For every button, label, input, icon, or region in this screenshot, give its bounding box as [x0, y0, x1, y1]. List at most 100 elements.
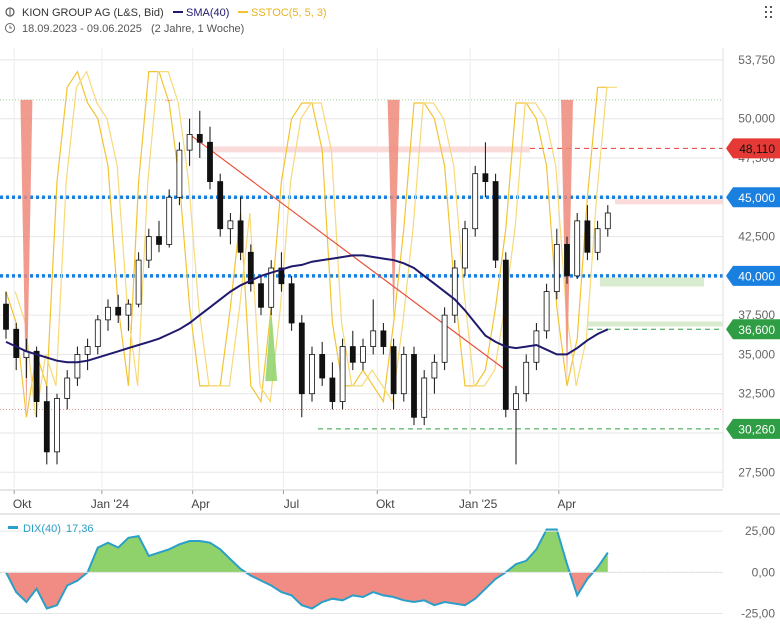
sstoc-line — [5, 70, 608, 418]
y-tick-label: 32,500 — [738, 387, 775, 401]
x-tick-label: Okt — [376, 497, 395, 511]
candle — [64, 370, 71, 410]
dix-tick-label: -25,00 — [741, 606, 775, 620]
level-badge-label: 45,000 — [738, 191, 775, 205]
dix-positive-area — [6, 529, 608, 573]
candle — [186, 118, 193, 166]
candle — [84, 338, 91, 371]
x-tick-label: Okt — [13, 497, 32, 511]
candle — [574, 213, 581, 279]
candle-body-down — [33, 350, 40, 402]
y-tick-label: 35,000 — [738, 347, 775, 361]
overbought-marker — [387, 99, 400, 321]
candle-body-up — [339, 346, 346, 402]
date-range: 18.09.2023 - 09.06.2025 — [22, 23, 142, 35]
candle — [513, 385, 519, 465]
candle — [523, 354, 530, 402]
candle — [594, 220, 601, 261]
candle — [482, 142, 489, 198]
candle — [135, 252, 142, 308]
candle-body-down — [411, 354, 417, 418]
dix-negative-area — [6, 572, 594, 609]
candle-body-up — [268, 267, 275, 308]
instrument-title: KION GROUP AG (L&S, Bid) — [22, 7, 164, 19]
sstoc-legend-label: SSTOC(5, 5, 3) — [251, 7, 327, 19]
resistance-zone — [615, 199, 723, 205]
candle — [451, 260, 458, 323]
dix-legend: DIX(40) 17,36 — [8, 523, 94, 535]
candle — [217, 173, 224, 237]
candle-body-up — [574, 220, 581, 277]
level-badge-bg — [726, 138, 780, 159]
candle-body-up — [227, 220, 234, 230]
candle — [360, 338, 366, 371]
candle-body-up — [54, 398, 60, 453]
clock-icon — [5, 23, 15, 33]
level-badge: 40,000 — [726, 265, 780, 286]
sstoc-signal-line — [14, 70, 617, 418]
candle-body-up — [186, 134, 193, 151]
level-badge: 36,600 — [726, 319, 780, 340]
plot-area — [0, 70, 723, 465]
candle-body-down — [258, 283, 264, 308]
candle-body-up — [421, 377, 428, 418]
sstoc-legend-swatch — [238, 11, 248, 13]
overbought-marker — [163, 99, 176, 101]
candle-body-up — [553, 244, 560, 292]
x-tick-label: Apr — [557, 497, 576, 511]
candle-body-down — [217, 181, 224, 230]
dix-legend-swatch — [8, 526, 18, 529]
level-badge: 48,110 — [726, 138, 780, 159]
candle — [329, 362, 336, 410]
candle-body-up — [451, 267, 458, 316]
candle — [115, 294, 122, 323]
x-axis: Okt Jan '24 Apr Jul Okt Jan '25 Apr — [0, 489, 723, 511]
candle-body-down — [115, 306, 122, 316]
candle-body-down — [584, 220, 591, 253]
candle — [176, 142, 183, 206]
candle-body-down — [207, 141, 213, 182]
candle-body-down — [390, 346, 397, 395]
candle — [492, 173, 499, 268]
x-tick-label: Jan '25 — [459, 497, 498, 511]
candle-body-up — [166, 196, 173, 245]
candle — [288, 275, 295, 331]
candle — [584, 205, 591, 261]
level-badge-label: 30,260 — [738, 422, 775, 436]
x-tick-label: Apr — [191, 497, 210, 511]
candle — [268, 260, 275, 316]
candle-body-up — [84, 346, 91, 355]
candle-body-up — [543, 291, 550, 332]
level-badge-label: 48,110 — [739, 142, 775, 156]
level-badge-label: 36,600 — [738, 323, 775, 337]
candle — [33, 346, 40, 418]
candle-body-down — [298, 322, 305, 395]
y-tick-label: 50,000 — [738, 112, 775, 126]
candle-body-up — [523, 361, 530, 395]
candle-body-up — [370, 330, 377, 347]
menu-icon[interactable] — [765, 6, 772, 18]
candle — [309, 346, 315, 402]
trendline — [189, 133, 507, 371]
candle — [125, 299, 132, 331]
y-tick-label: 53,750 — [738, 53, 775, 67]
candle-body-up — [431, 361, 438, 379]
candle-body-down — [502, 259, 509, 410]
level-badge-bg — [726, 187, 780, 208]
candle-body-up — [64, 377, 71, 399]
candle — [400, 346, 407, 402]
level-badge: 45,000 — [726, 187, 780, 208]
candle — [502, 252, 509, 418]
candle — [441, 307, 448, 371]
dix-line — [5, 528, 609, 610]
period-label: (2 Jahre, 1 Woche) — [151, 23, 244, 35]
candle — [604, 205, 611, 237]
x-tick-label: Jul — [284, 497, 299, 511]
level-badge-label: 40,000 — [738, 269, 775, 283]
candle — [258, 275, 264, 316]
candle — [411, 346, 417, 426]
candle-body-down — [3, 303, 9, 330]
candle — [105, 299, 111, 331]
